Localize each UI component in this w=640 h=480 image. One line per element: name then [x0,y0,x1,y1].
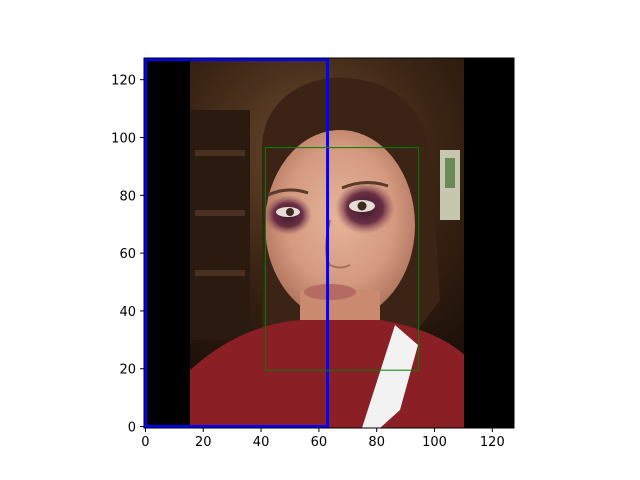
x-tick-label: 0 [141,435,149,450]
green-box [264,147,420,371]
y-tick-label: 100 [111,131,136,146]
blue-box [143,57,330,429]
y-tick-label: 60 [119,247,136,262]
y-tick-label: 0 [128,421,136,436]
y-tick-label: 40 [119,305,136,320]
x-tick-label: 20 [195,435,212,450]
x-tick-label: 100 [422,435,447,450]
right-black-bar [464,58,514,428]
y-tick-label: 20 [119,363,136,378]
y-tick-label: 80 [119,189,136,204]
x-tick-label: 40 [253,435,270,450]
x-tick-label: 120 [480,435,505,450]
axes-frame [143,57,515,429]
x-tick-label: 60 [311,435,328,450]
x-tick-label: 80 [368,435,385,450]
left-black-bar [144,58,190,428]
y-tick-label: 120 [111,74,136,89]
